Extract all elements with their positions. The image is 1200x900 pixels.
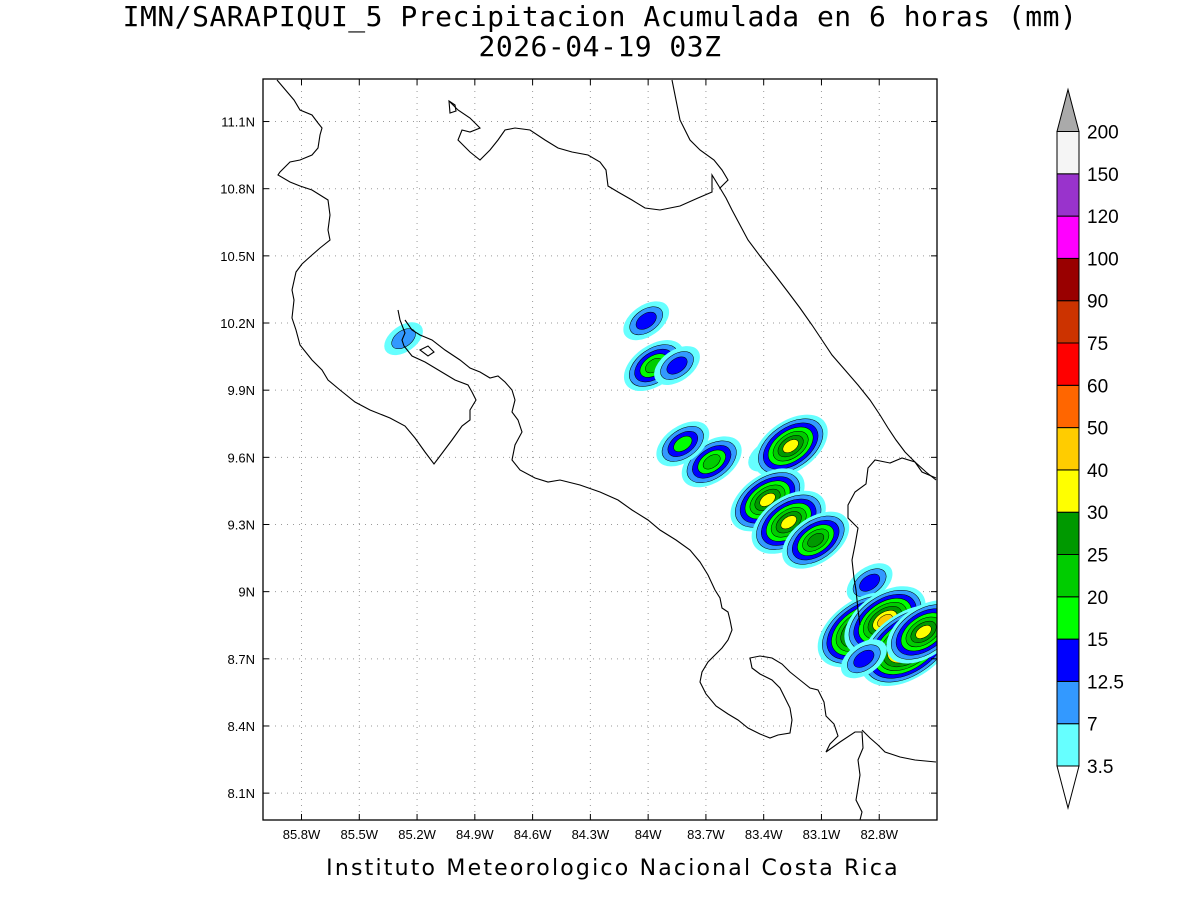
title-line-2: 2026-04-19 03Z (478, 30, 722, 63)
colorbar-label: 30 (1087, 503, 1108, 524)
colorbar-label: 60 (1087, 376, 1108, 397)
lat-tick-label: 11.1N (221, 115, 255, 130)
colorbar-above-arrow (1056, 87, 1080, 132)
precip-contour (635, 311, 657, 330)
precip-contour (759, 492, 776, 507)
lon-tick-label: 82.8W (860, 827, 898, 842)
lat-tick-label: 9N (238, 585, 255, 600)
lon-tick-label: 84.9W (456, 827, 494, 842)
panama-coast-south (861, 729, 937, 763)
colorbar-swatch (1056, 469, 1080, 513)
precip-contour (853, 649, 875, 668)
colorbar-label: 15 (1087, 630, 1108, 651)
precipitation-field (384, 301, 937, 686)
colorbar-label: 200 (1087, 123, 1119, 144)
lat-tick-label: 10.8N (220, 182, 255, 197)
precip-contour (782, 439, 799, 454)
colorbar-label: 40 (1087, 461, 1108, 482)
lat-tick-label: 10.5N (220, 249, 255, 264)
colorbar-swatch (1056, 511, 1080, 556)
graticule-grid (263, 79, 937, 820)
precip-contour (780, 515, 797, 530)
precip-contour (859, 573, 881, 592)
island-nicoya (418, 345, 435, 357)
lat-tick-label: 8.4N (228, 719, 255, 734)
precip-cell (840, 639, 887, 679)
precip-cell (656, 421, 710, 467)
coastline (276, 79, 937, 820)
precip-contour (666, 356, 688, 375)
colorbar-below-arrow (1056, 765, 1080, 810)
colorbar-label: 50 (1087, 419, 1108, 440)
lat-tick-label: 10.2N (220, 316, 255, 331)
lat-tick-label: 8.1N (228, 786, 255, 801)
colorbar-swatch (1056, 342, 1080, 386)
colorbar-label: 25 (1087, 546, 1108, 567)
colorbar-label: 12.5 (1087, 672, 1124, 693)
precip-cell (886, 600, 937, 664)
colorbar-label: 90 (1087, 292, 1108, 313)
lon-tick-label: 84.3W (572, 827, 610, 842)
colorbar-swatch (1056, 173, 1080, 217)
lon-tick-label: 85.2W (398, 827, 436, 842)
map-frame (262, 78, 938, 821)
colorbar-label: 7 (1087, 715, 1098, 736)
colorbar-swatch (1056, 680, 1080, 725)
coastline-north (276, 79, 477, 465)
colorbar-swatch (1056, 723, 1080, 767)
lat-tick-label: 8.7N (228, 652, 255, 667)
precip-cell (782, 511, 850, 569)
colorbar-label: 20 (1087, 588, 1108, 609)
lat-tick-label: 9.3N (228, 517, 255, 532)
caribbean-coast-east (719, 187, 937, 481)
precip-contour (673, 435, 693, 452)
map-axes: 85.8W 85.5W 85.2W 84.9W 84.6W 84.3W 84W 83.7W 83… (220, 79, 937, 842)
lon-tick-label: 85.8W (283, 827, 321, 842)
colorbar-label: 75 (1087, 334, 1108, 355)
lat-tick-label: 9.6N (228, 450, 255, 465)
lon-tick-label: 83.1W (803, 827, 841, 842)
title-line-1: IMN/SARAPIQUI_5 Precipitacion Acumulada … (122, 0, 1078, 33)
map-title: IMN/SARAPIQUI_5 Precipitacion Acumulada … (0, 2, 1200, 62)
precip-contour (915, 625, 932, 639)
colorbar: 3.5 7 12.5 15 20 25 30 40 50 60 75 90 100 120 150 200 (1056, 87, 1124, 810)
lon-tick-label: 83.4W (745, 827, 783, 842)
panama-border (847, 457, 937, 626)
credit-footer: Instituto Meteorologico Nacional Costa R… (326, 856, 900, 881)
lon-tick-label: 84W (635, 827, 662, 842)
colorbar-swatch (1056, 300, 1080, 344)
island-north (448, 99, 457, 114)
precip-cell (654, 346, 700, 386)
gulf-nicoya-coast (404, 319, 864, 820)
precip-cell (623, 301, 670, 341)
colorbar-label: 150 (1087, 165, 1119, 186)
colorbar-label: 120 (1087, 207, 1119, 228)
colorbar-swatch (1056, 596, 1080, 640)
colorbar-label: 3.5 (1087, 757, 1113, 778)
colorbar-swatch (1056, 215, 1080, 259)
caribbean-coast (449, 79, 729, 211)
lon-tick-label: 84.6W (514, 827, 552, 842)
precip-contour (702, 454, 721, 470)
colorbar-label: 100 (1087, 249, 1119, 270)
colorbar-swatch (1056, 427, 1080, 471)
precip-cell (384, 322, 423, 356)
colorbar-swatch (1056, 131, 1080, 175)
colorbar-swatch (1056, 638, 1080, 682)
lon-tick-label: 85.5W (340, 827, 378, 842)
colorbar-swatch (1056, 554, 1080, 598)
colorbar-swatch (1056, 257, 1080, 302)
colorbar-swatch (1056, 384, 1080, 429)
precip-cell (753, 414, 828, 478)
lat-tick-label: 9.9N (228, 383, 255, 398)
precip-contour (807, 533, 825, 548)
lon-tick-label: 83.7W (687, 827, 725, 842)
